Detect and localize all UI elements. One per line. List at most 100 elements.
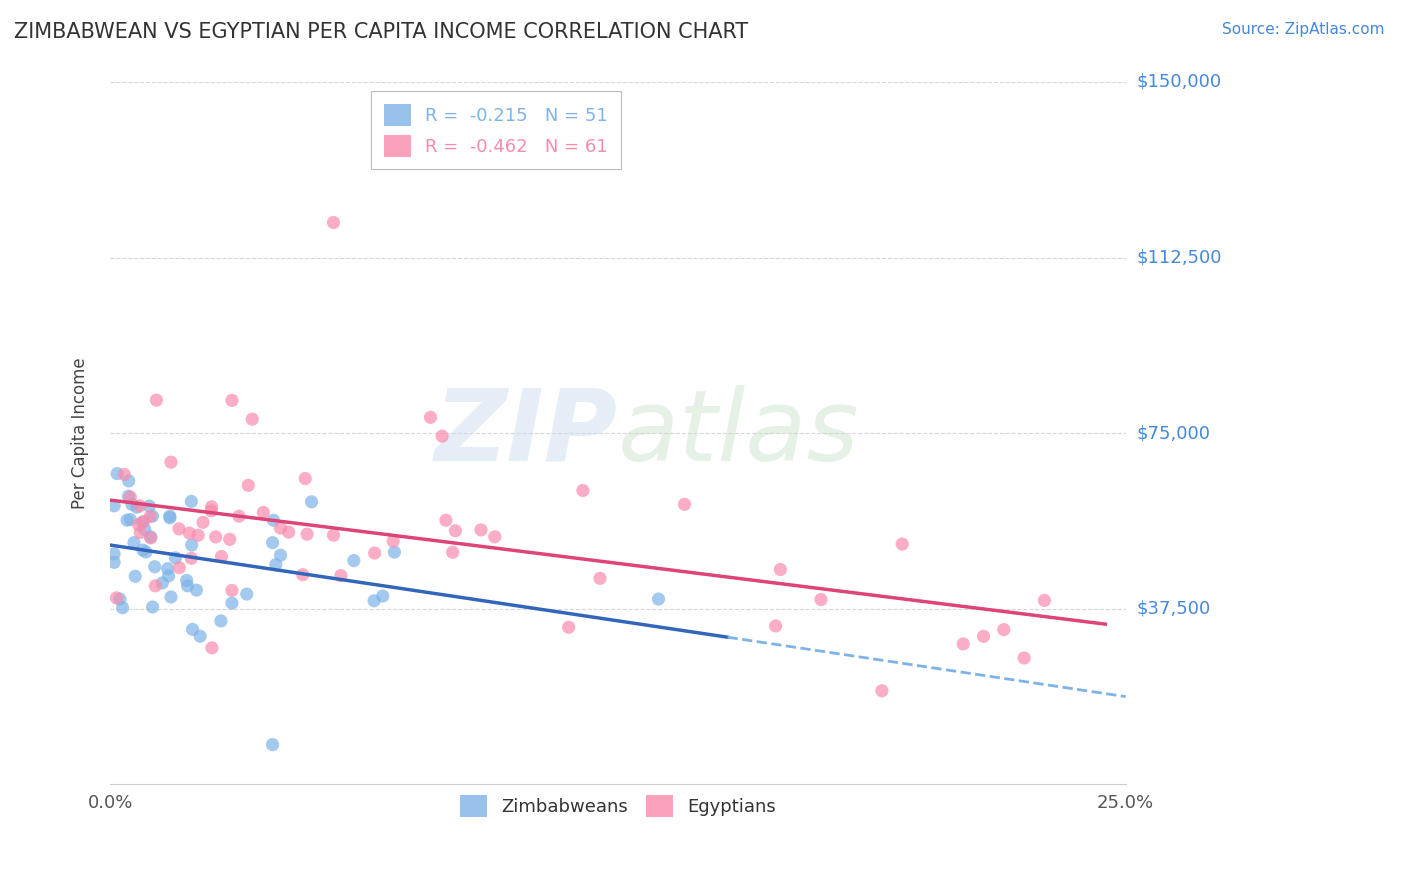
Point bbox=[139, 509, 162, 524]
Point bbox=[277, 525, 299, 540]
Point bbox=[115, 513, 138, 527]
Point bbox=[1033, 593, 1056, 607]
Text: $150,000: $150,000 bbox=[1137, 73, 1222, 91]
Text: $37,500: $37,500 bbox=[1137, 599, 1211, 618]
Point bbox=[180, 538, 202, 552]
Point bbox=[769, 563, 792, 577]
Point bbox=[382, 534, 405, 549]
Point bbox=[211, 549, 233, 564]
Point bbox=[201, 500, 224, 514]
Point bbox=[993, 623, 1015, 637]
Point bbox=[142, 600, 165, 615]
Point bbox=[180, 494, 202, 508]
Point bbox=[270, 548, 292, 562]
Point bbox=[238, 478, 260, 492]
Point bbox=[384, 545, 406, 559]
Point bbox=[169, 560, 191, 574]
Point bbox=[180, 551, 202, 566]
Point bbox=[891, 537, 914, 551]
Point bbox=[262, 738, 284, 752]
Point bbox=[179, 526, 201, 541]
Point bbox=[221, 596, 243, 610]
Point bbox=[444, 524, 467, 538]
Point bbox=[120, 490, 142, 504]
Point bbox=[181, 623, 204, 637]
Point bbox=[301, 495, 323, 509]
Point bbox=[176, 579, 198, 593]
Point bbox=[143, 559, 166, 574]
Point bbox=[470, 523, 492, 537]
Point bbox=[269, 521, 291, 535]
Point bbox=[363, 594, 385, 608]
Point bbox=[187, 528, 209, 542]
Point bbox=[765, 619, 787, 633]
Point bbox=[972, 629, 994, 643]
Text: $112,500: $112,500 bbox=[1137, 249, 1222, 267]
Point bbox=[120, 512, 142, 526]
Point bbox=[159, 509, 181, 524]
Text: atlas: atlas bbox=[617, 384, 859, 482]
Point bbox=[322, 215, 344, 229]
Point bbox=[103, 547, 125, 561]
Point bbox=[371, 589, 394, 603]
Point bbox=[252, 505, 274, 519]
Point bbox=[156, 562, 179, 576]
Point bbox=[589, 571, 612, 585]
Point bbox=[204, 530, 226, 544]
Text: ZIP: ZIP bbox=[434, 384, 617, 482]
Point bbox=[160, 590, 183, 604]
Point bbox=[167, 522, 190, 536]
Point bbox=[228, 509, 250, 524]
Point bbox=[572, 483, 595, 498]
Point bbox=[134, 523, 156, 537]
Point bbox=[201, 640, 224, 655]
Point bbox=[128, 499, 150, 513]
Point bbox=[191, 516, 214, 530]
Y-axis label: Per Capita Income: Per Capita Income bbox=[72, 358, 89, 509]
Point bbox=[647, 592, 669, 607]
Point bbox=[188, 629, 211, 643]
Point bbox=[125, 500, 148, 515]
Point bbox=[108, 592, 131, 607]
Point bbox=[434, 513, 457, 527]
Point bbox=[209, 614, 232, 628]
Point bbox=[343, 554, 366, 568]
Point bbox=[105, 591, 128, 605]
Point bbox=[111, 600, 134, 615]
Text: ZIMBABWEAN VS EGYPTIAN PER CAPITA INCOME CORRELATION CHART: ZIMBABWEAN VS EGYPTIAN PER CAPITA INCOME… bbox=[14, 22, 748, 42]
Point bbox=[221, 393, 243, 408]
Point bbox=[186, 583, 208, 598]
Point bbox=[294, 471, 316, 485]
Point bbox=[122, 535, 145, 549]
Point bbox=[221, 583, 243, 598]
Point bbox=[295, 527, 318, 541]
Point bbox=[218, 533, 240, 547]
Point bbox=[329, 568, 352, 582]
Point bbox=[145, 393, 167, 408]
Point bbox=[322, 528, 344, 542]
Point bbox=[165, 550, 187, 565]
Point bbox=[103, 499, 125, 513]
Legend: Zimbabweans, Egyptians: Zimbabweans, Egyptians bbox=[453, 789, 783, 824]
Point bbox=[138, 499, 160, 513]
Point bbox=[117, 489, 139, 503]
Point bbox=[112, 467, 135, 482]
Point bbox=[262, 513, 284, 527]
Point bbox=[105, 467, 128, 481]
Point bbox=[141, 509, 163, 524]
Point bbox=[121, 498, 143, 512]
Point bbox=[484, 530, 506, 544]
Point bbox=[103, 555, 125, 569]
Point bbox=[139, 530, 162, 544]
Point bbox=[952, 637, 974, 651]
Point bbox=[131, 515, 153, 529]
Point bbox=[160, 455, 183, 469]
Point bbox=[139, 531, 162, 545]
Point bbox=[129, 525, 152, 540]
Text: $75,000: $75,000 bbox=[1137, 425, 1211, 442]
Point bbox=[430, 429, 453, 443]
Text: Source: ZipAtlas.com: Source: ZipAtlas.com bbox=[1222, 22, 1385, 37]
Point bbox=[157, 569, 180, 583]
Point bbox=[870, 683, 893, 698]
Point bbox=[291, 567, 314, 582]
